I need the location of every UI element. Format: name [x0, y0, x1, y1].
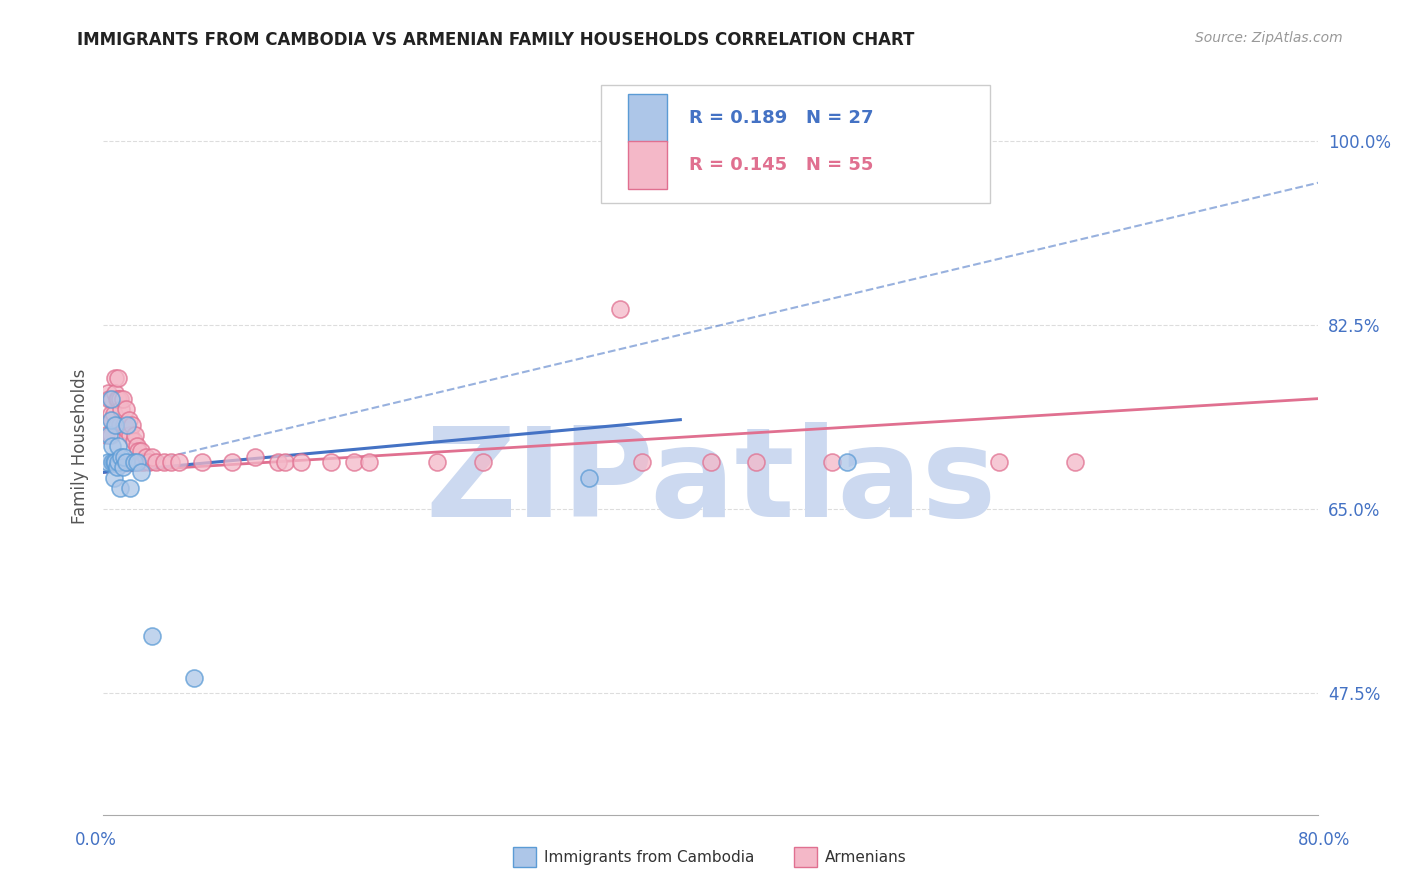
Point	[100, 392, 122, 406]
Point	[100, 428, 122, 442]
Point	[97, 455, 120, 469]
Point	[745, 455, 768, 469]
Text: R = 0.145   N = 55: R = 0.145 N = 55	[689, 156, 873, 174]
Point	[115, 402, 138, 417]
Point	[160, 455, 183, 469]
Point	[104, 386, 127, 401]
Point	[107, 439, 129, 453]
Point	[112, 417, 135, 432]
Text: R = 0.189   N = 27: R = 0.189 N = 27	[689, 109, 873, 127]
Point	[117, 417, 139, 432]
Text: 0.0%: 0.0%	[75, 830, 117, 848]
Point	[357, 455, 380, 469]
Point	[319, 455, 342, 469]
Text: Armenians: Armenians	[825, 850, 907, 864]
Point	[111, 460, 134, 475]
Point	[112, 450, 135, 464]
Point	[124, 428, 146, 442]
Point	[120, 481, 142, 495]
Point	[191, 455, 214, 469]
Point	[127, 444, 149, 458]
Point	[98, 428, 121, 442]
Point	[141, 450, 163, 464]
Point	[101, 455, 124, 469]
Point	[578, 470, 600, 484]
Point	[135, 450, 157, 464]
FancyBboxPatch shape	[628, 94, 666, 142]
Point	[98, 392, 121, 406]
Point	[471, 455, 494, 469]
Point	[131, 455, 153, 469]
Point	[141, 628, 163, 642]
Point	[104, 455, 127, 469]
FancyBboxPatch shape	[628, 141, 666, 189]
Point	[290, 455, 312, 469]
Point	[107, 392, 129, 406]
Point	[108, 481, 131, 495]
Point	[117, 423, 139, 437]
Point	[105, 417, 128, 432]
Point	[104, 417, 127, 432]
Point	[103, 455, 125, 469]
Point	[138, 455, 160, 469]
Point	[103, 408, 125, 422]
Point	[129, 466, 152, 480]
Point	[101, 412, 124, 426]
Point	[221, 455, 243, 469]
Point	[167, 455, 190, 469]
Point	[97, 386, 120, 401]
Point	[108, 417, 131, 432]
Point	[125, 439, 148, 453]
Point	[105, 460, 128, 475]
Point	[183, 671, 205, 685]
Point	[631, 455, 654, 469]
Point	[125, 455, 148, 469]
Point	[122, 455, 145, 469]
Text: IMMIGRANTS FROM CAMBODIA VS ARMENIAN FAMILY HOUSEHOLDS CORRELATION CHART: IMMIGRANTS FROM CAMBODIA VS ARMENIAN FAM…	[77, 31, 915, 49]
Point	[267, 455, 290, 469]
Point	[274, 455, 297, 469]
Y-axis label: Family Households: Family Households	[72, 368, 89, 524]
Point	[1064, 455, 1087, 469]
Text: 80.0%: 80.0%	[1298, 830, 1351, 848]
FancyBboxPatch shape	[602, 85, 990, 202]
Point	[122, 434, 145, 448]
Point	[153, 455, 176, 469]
Text: ZIPatlas: ZIPatlas	[425, 422, 997, 543]
Point	[837, 455, 859, 469]
Text: Immigrants from Cambodia: Immigrants from Cambodia	[544, 850, 755, 864]
Point	[101, 439, 124, 453]
Point	[121, 417, 143, 432]
Point	[105, 392, 128, 406]
Point	[243, 450, 266, 464]
Point	[129, 444, 152, 458]
Point	[609, 302, 631, 317]
Point	[343, 455, 366, 469]
Point	[111, 392, 134, 406]
Point	[426, 455, 449, 469]
Text: Source: ZipAtlas.com: Source: ZipAtlas.com	[1195, 31, 1343, 45]
Point	[699, 455, 721, 469]
Point	[107, 455, 129, 469]
Point	[103, 470, 125, 484]
Point	[115, 455, 138, 469]
Point	[108, 392, 131, 406]
Point	[110, 402, 132, 417]
Point	[100, 408, 122, 422]
Point	[100, 412, 122, 426]
Point	[821, 455, 844, 469]
Point	[120, 428, 142, 442]
Point	[101, 392, 124, 406]
Point	[104, 370, 127, 384]
Point	[110, 450, 132, 464]
Point	[145, 455, 167, 469]
Point	[107, 370, 129, 384]
Point	[118, 412, 141, 426]
Point	[988, 455, 1011, 469]
Point	[96, 428, 118, 442]
